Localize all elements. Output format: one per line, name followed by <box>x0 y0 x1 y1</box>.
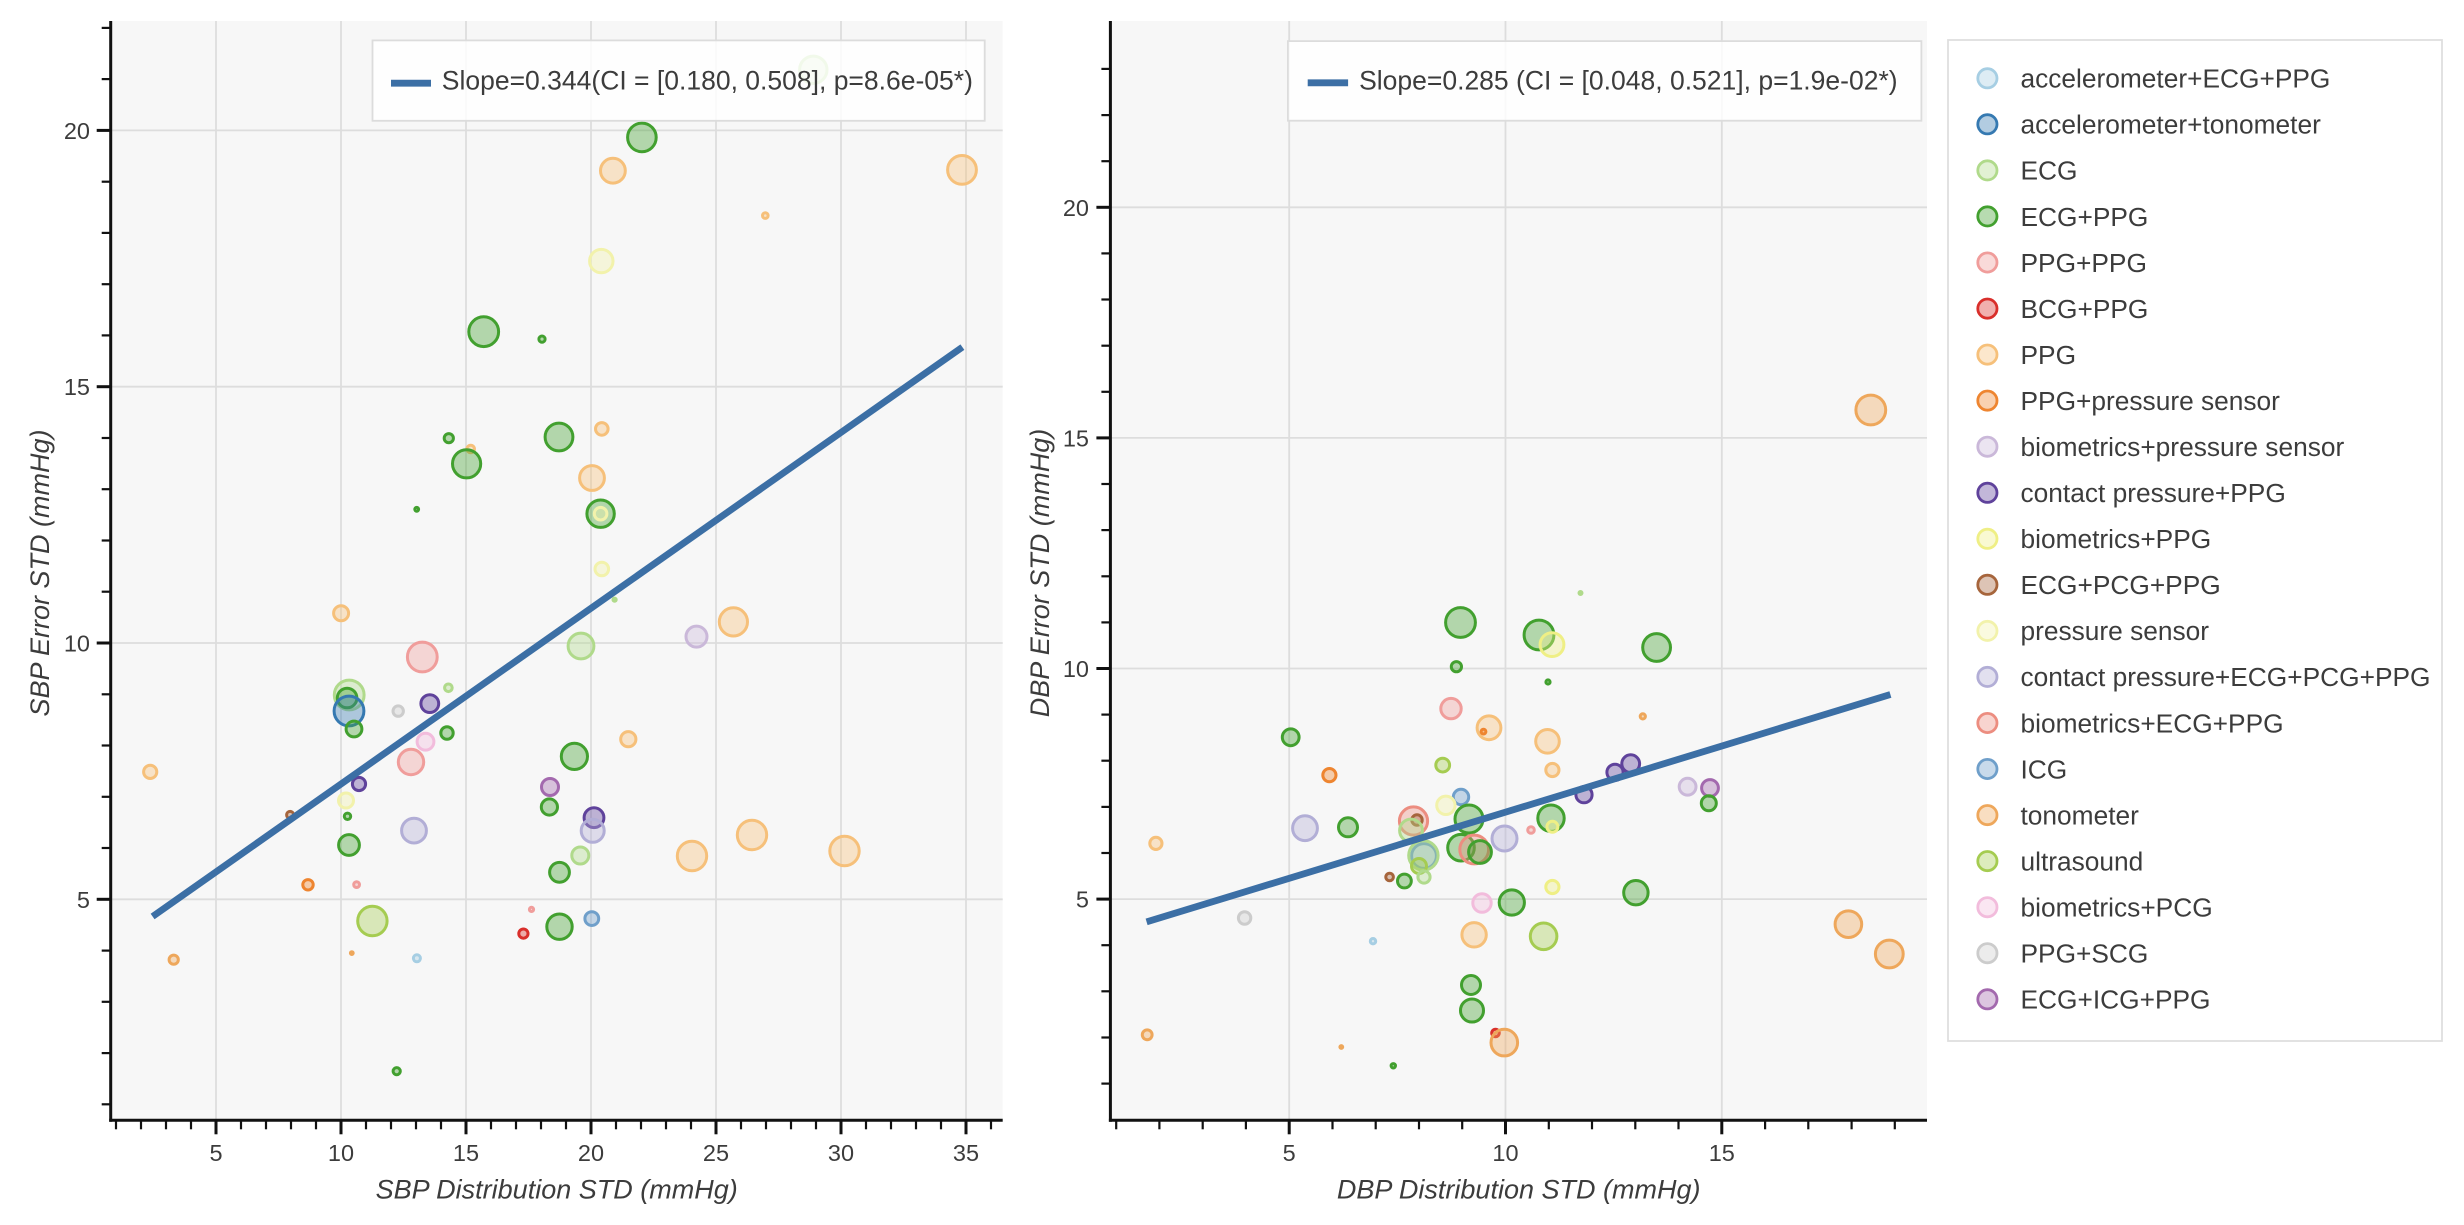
svg-text:15: 15 <box>453 1140 479 1166</box>
svg-text:biometrics+PPG: biometrics+PPG <box>2021 524 2212 554</box>
svg-text:PPG+SCG: PPG+SCG <box>2021 939 2149 969</box>
svg-text:15: 15 <box>64 374 90 400</box>
svg-text:DBP Error STD (mmHg): DBP Error STD (mmHg) <box>1025 429 1055 718</box>
svg-text:20: 20 <box>64 118 90 144</box>
svg-text:35: 35 <box>953 1140 979 1166</box>
svg-text:ICG: ICG <box>2021 754 2068 784</box>
svg-text:ultrasound: ultrasound <box>2021 846 2144 876</box>
svg-text:pressure sensor: pressure sensor <box>2021 616 2210 646</box>
svg-text:15: 15 <box>1709 1140 1735 1166</box>
svg-text:ECG+ICG+PPG: ECG+ICG+PPG <box>2021 985 2211 1015</box>
svg-text:PPG+PPG: PPG+PPG <box>2021 248 2147 278</box>
svg-text:ECG: ECG <box>2021 156 2078 186</box>
svg-text:5: 5 <box>1283 1140 1296 1166</box>
svg-text:accelerometer+tonometer: accelerometer+tonometer <box>2021 110 2322 140</box>
svg-text:BCG+PPG: BCG+PPG <box>2021 294 2149 324</box>
svg-text:10: 10 <box>1063 656 1089 682</box>
svg-text:DBP Distribution STD (mmHg): DBP Distribution STD (mmHg) <box>1337 1175 1701 1205</box>
svg-text:10: 10 <box>328 1140 354 1166</box>
svg-text:ECG+PCG+PPG: ECG+PCG+PPG <box>2021 570 2221 600</box>
svg-text:30: 30 <box>828 1140 854 1166</box>
svg-text:20: 20 <box>1063 195 1089 221</box>
svg-text:10: 10 <box>1492 1140 1518 1166</box>
svg-text:biometrics+ECG+PPG: biometrics+ECG+PPG <box>2021 708 2284 738</box>
svg-text:tonometer: tonometer <box>2021 800 2140 830</box>
svg-text:5: 5 <box>1076 887 1089 913</box>
svg-text:5: 5 <box>77 887 90 913</box>
svg-text:biometrics+PCG: biometrics+PCG <box>2021 893 2213 923</box>
svg-text:SBP Error STD (mmHg): SBP Error STD (mmHg) <box>25 429 55 716</box>
svg-text:Slope=0.344(CI = [0.180, 0.508: Slope=0.344(CI = [0.180, 0.508], p=8.6e-… <box>442 66 973 96</box>
svg-text:PPG+pressure sensor: PPG+pressure sensor <box>2021 386 2281 416</box>
svg-text:contact pressure+ECG+PCG+PPG: contact pressure+ECG+PCG+PPG <box>2021 662 2431 692</box>
svg-text:accelerometer+ECG+PPG: accelerometer+ECG+PPG <box>2021 64 2331 94</box>
svg-text:ECG+PPG: ECG+PPG <box>2021 202 2149 232</box>
svg-text:Slope=0.285 (CI = [0.048, 0.52: Slope=0.285 (CI = [0.048, 0.521], p=1.9e… <box>1359 66 1898 96</box>
svg-text:contact pressure+PPG: contact pressure+PPG <box>2021 478 2286 508</box>
svg-text:25: 25 <box>703 1140 729 1166</box>
svg-text:10: 10 <box>64 631 90 657</box>
svg-text:biometrics+pressure sensor: biometrics+pressure sensor <box>2021 432 2345 462</box>
svg-text:SBP Distribution STD (mmHg): SBP Distribution STD (mmHg) <box>376 1175 738 1205</box>
svg-text:5: 5 <box>209 1140 222 1166</box>
svg-text:PPG: PPG <box>2021 340 2077 370</box>
svg-text:20: 20 <box>578 1140 604 1166</box>
svg-text:15: 15 <box>1063 425 1089 451</box>
